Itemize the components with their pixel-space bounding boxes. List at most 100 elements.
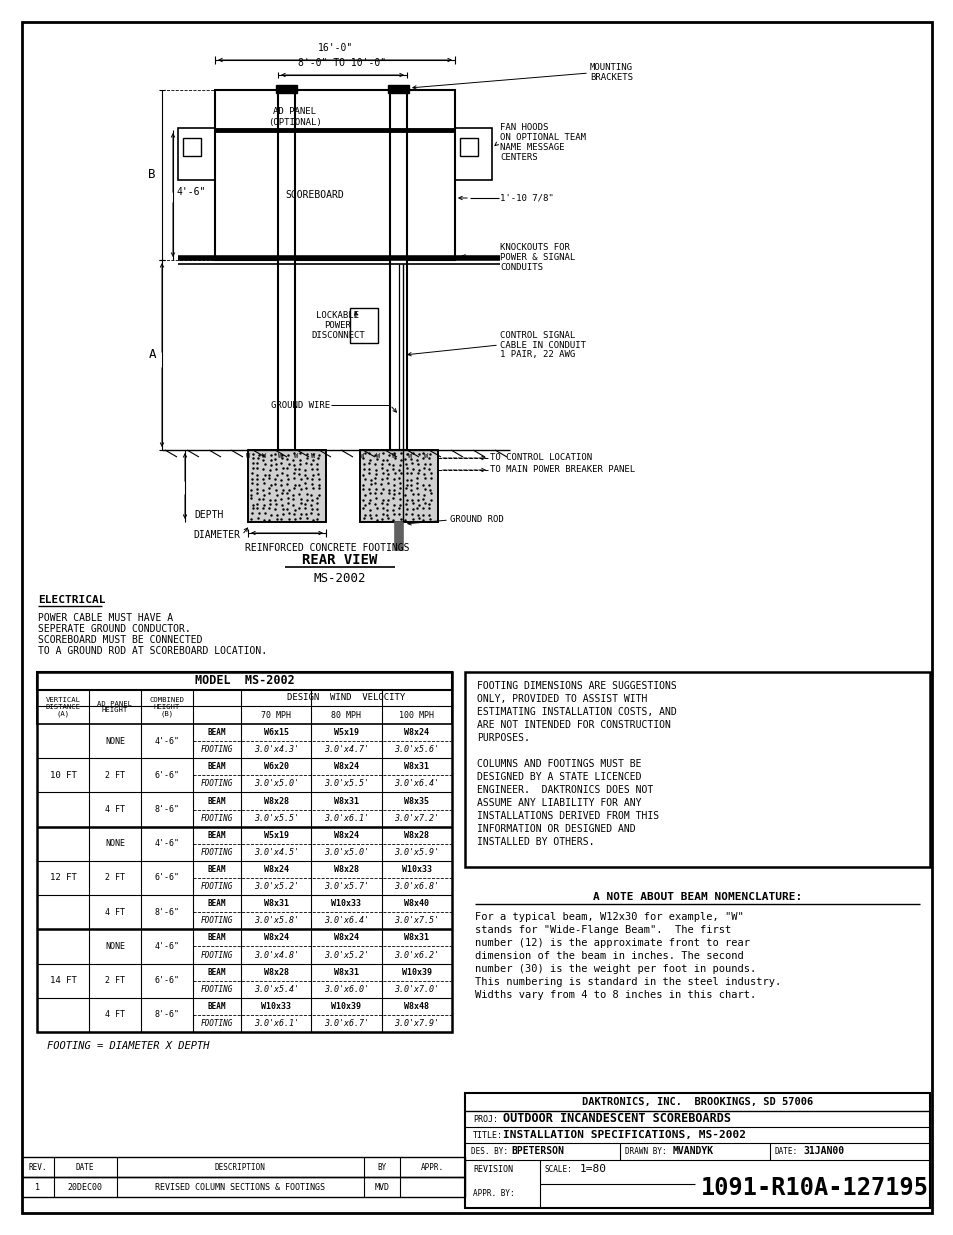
Text: W8x28: W8x28 <box>263 967 289 977</box>
Text: W: W <box>246 453 250 459</box>
Bar <box>37 672 452 690</box>
Text: 1'-10 7/8": 1'-10 7/8" <box>499 194 553 203</box>
Text: 3.0'x6.4': 3.0'x6.4' <box>324 916 369 925</box>
Text: W8x40: W8x40 <box>404 899 429 908</box>
Text: DEPTH: DEPTH <box>193 510 223 520</box>
Text: 8'-0" TO 10'-0": 8'-0" TO 10'-0" <box>297 58 386 68</box>
Text: BEAM: BEAM <box>208 864 226 874</box>
Text: COLUMNS AND FOOTINGS MUST BE: COLUMNS AND FOOTINGS MUST BE <box>476 760 640 769</box>
Text: FOOTING: FOOTING <box>200 745 233 755</box>
Text: 12 FT: 12 FT <box>50 873 76 883</box>
Text: 3.0'x6.7': 3.0'x6.7' <box>324 1019 369 1028</box>
Text: BEAM: BEAM <box>208 762 226 772</box>
Text: FOOTING = DIAMETER X DEPTH: FOOTING = DIAMETER X DEPTH <box>47 1041 210 1051</box>
Text: W5x19: W5x19 <box>263 831 289 840</box>
Text: ENGINEER.  DAKTRONICS DOES NOT: ENGINEER. DAKTRONICS DOES NOT <box>476 785 653 795</box>
Text: ASSUME ANY LIABILITY FOR ANY: ASSUME ANY LIABILITY FOR ANY <box>476 798 640 808</box>
Text: 100 MPH: 100 MPH <box>399 710 434 720</box>
Text: 4 FT: 4 FT <box>105 908 125 916</box>
Bar <box>37 690 452 724</box>
Text: ONLY, PROVIDED TO ASSIST WITH: ONLY, PROVIDED TO ASSIST WITH <box>476 694 647 704</box>
Text: A: A <box>149 348 156 362</box>
Text: 6'-6": 6'-6" <box>154 771 179 779</box>
Text: TITLE:: TITLE: <box>473 1130 502 1140</box>
Text: 4'-6": 4'-6" <box>154 942 179 951</box>
Text: 3.0'x5.7': 3.0'x5.7' <box>324 882 369 892</box>
Text: 14 FT: 14 FT <box>50 976 76 986</box>
Text: 2 FT: 2 FT <box>105 771 125 779</box>
Text: BEAM: BEAM <box>208 797 226 805</box>
Text: NONE: NONE <box>105 840 125 848</box>
Text: AD PANEL
HEIGHT: AD PANEL HEIGHT <box>97 700 132 714</box>
Text: W: W <box>294 453 297 459</box>
Text: 80 MPH: 80 MPH <box>331 710 361 720</box>
Text: 1: 1 <box>35 1182 40 1192</box>
Text: 10 FT: 10 FT <box>50 771 76 779</box>
Text: SCALE:: SCALE: <box>544 1165 572 1173</box>
Bar <box>275 85 296 93</box>
Text: 3.0'x6.8': 3.0'x6.8' <box>394 882 439 892</box>
Text: DISCONNECT: DISCONNECT <box>311 331 364 340</box>
Text: 3.0'x6.0': 3.0'x6.0' <box>324 984 369 994</box>
Text: W10x33: W10x33 <box>401 864 432 874</box>
Text: BY: BY <box>377 1162 386 1172</box>
Bar <box>390 88 407 450</box>
Text: W10x33: W10x33 <box>331 899 361 908</box>
Text: OUTDOOR INCANDESCENT SCOREBOARDS: OUTDOOR INCANDESCENT SCOREBOARDS <box>502 1113 730 1125</box>
Bar <box>350 308 377 343</box>
Text: W: W <box>277 453 282 459</box>
Text: 3.0'x5.2': 3.0'x5.2' <box>324 951 369 960</box>
Text: 3.0'x7.0': 3.0'x7.0' <box>394 984 439 994</box>
Text: ESTIMATING INSTALLATION COSTS, AND: ESTIMATING INSTALLATION COSTS, AND <box>476 706 676 718</box>
Text: MODEL  MS-2002: MODEL MS-2002 <box>194 674 294 688</box>
Text: BEAM: BEAM <box>208 934 226 942</box>
Text: W6x15: W6x15 <box>263 729 289 737</box>
Bar <box>22 1177 464 1197</box>
Text: W: W <box>359 453 364 459</box>
Text: 3.0'x6.1': 3.0'x6.1' <box>253 1019 298 1028</box>
Text: 3.0'x5.5': 3.0'x5.5' <box>253 814 298 823</box>
Text: number (12) is the approximate front to rear: number (12) is the approximate front to … <box>475 939 749 948</box>
Text: DRAWN BY:: DRAWN BY: <box>624 1146 666 1156</box>
Text: KNOCKOUTS FOR: KNOCKOUTS FOR <box>499 243 569 252</box>
Text: FAN HOODS: FAN HOODS <box>499 124 548 132</box>
Text: NONE: NONE <box>105 942 125 951</box>
Text: ARE NOT INTENDED FOR CONSTRUCTION: ARE NOT INTENDED FOR CONSTRUCTION <box>476 720 670 730</box>
Text: SEPERATE GROUND CONDUCTOR.: SEPERATE GROUND CONDUCTOR. <box>38 624 191 634</box>
Text: 3.0'x6.2': 3.0'x6.2' <box>394 951 439 960</box>
Text: LOCKABLE: LOCKABLE <box>316 310 359 320</box>
Text: REAR VIEW: REAR VIEW <box>302 553 377 567</box>
Text: 8'-6": 8'-6" <box>154 805 179 814</box>
Text: W8x24: W8x24 <box>334 831 358 840</box>
Text: 4 FT: 4 FT <box>105 1010 125 1019</box>
Text: GROUND ROD: GROUND ROD <box>450 515 503 525</box>
Bar <box>388 85 409 93</box>
Bar <box>178 128 214 180</box>
Text: FOOTING: FOOTING <box>200 814 233 823</box>
Text: W10x39: W10x39 <box>401 967 432 977</box>
Text: INSTALLATIONS DERIVED FROM THIS: INSTALLATIONS DERIVED FROM THIS <box>476 811 659 821</box>
Text: POWER CABLE MUST HAVE A: POWER CABLE MUST HAVE A <box>38 613 172 622</box>
Text: COMBINED
HEIGHT
(B): COMBINED HEIGHT (B) <box>150 697 184 718</box>
Text: W8x24: W8x24 <box>263 934 289 942</box>
Text: GROUND WIRE: GROUND WIRE <box>271 400 330 410</box>
Text: REINFORCED CONCRETE FOOTINGS: REINFORCED CONCRETE FOOTINGS <box>245 543 409 553</box>
Text: W8x48: W8x48 <box>404 1002 429 1010</box>
Text: W8x31: W8x31 <box>334 797 358 805</box>
Bar <box>214 90 455 261</box>
Text: 8'-6": 8'-6" <box>154 1010 179 1019</box>
Text: 16'-0": 16'-0" <box>317 43 353 53</box>
Text: FOOTING: FOOTING <box>200 1019 233 1028</box>
Text: SCOREBOARD: SCOREBOARD <box>285 190 344 200</box>
Bar <box>37 672 452 1032</box>
Text: DESIGNED BY A STATE LICENCED: DESIGNED BY A STATE LICENCED <box>476 772 640 782</box>
Text: W10x39: W10x39 <box>331 1002 361 1010</box>
Bar <box>248 450 326 522</box>
Text: 3.0'x5.6': 3.0'x5.6' <box>394 745 439 755</box>
Text: ON OPTIONAL TEAM: ON OPTIONAL TEAM <box>499 133 585 142</box>
Text: W8x31: W8x31 <box>404 934 429 942</box>
Text: W8x31: W8x31 <box>263 899 289 908</box>
Text: W: W <box>262 453 266 459</box>
Text: Widths vary from 4 to 8 inches in this chart.: Widths vary from 4 to 8 inches in this c… <box>475 990 756 1000</box>
Text: W: W <box>423 453 428 459</box>
